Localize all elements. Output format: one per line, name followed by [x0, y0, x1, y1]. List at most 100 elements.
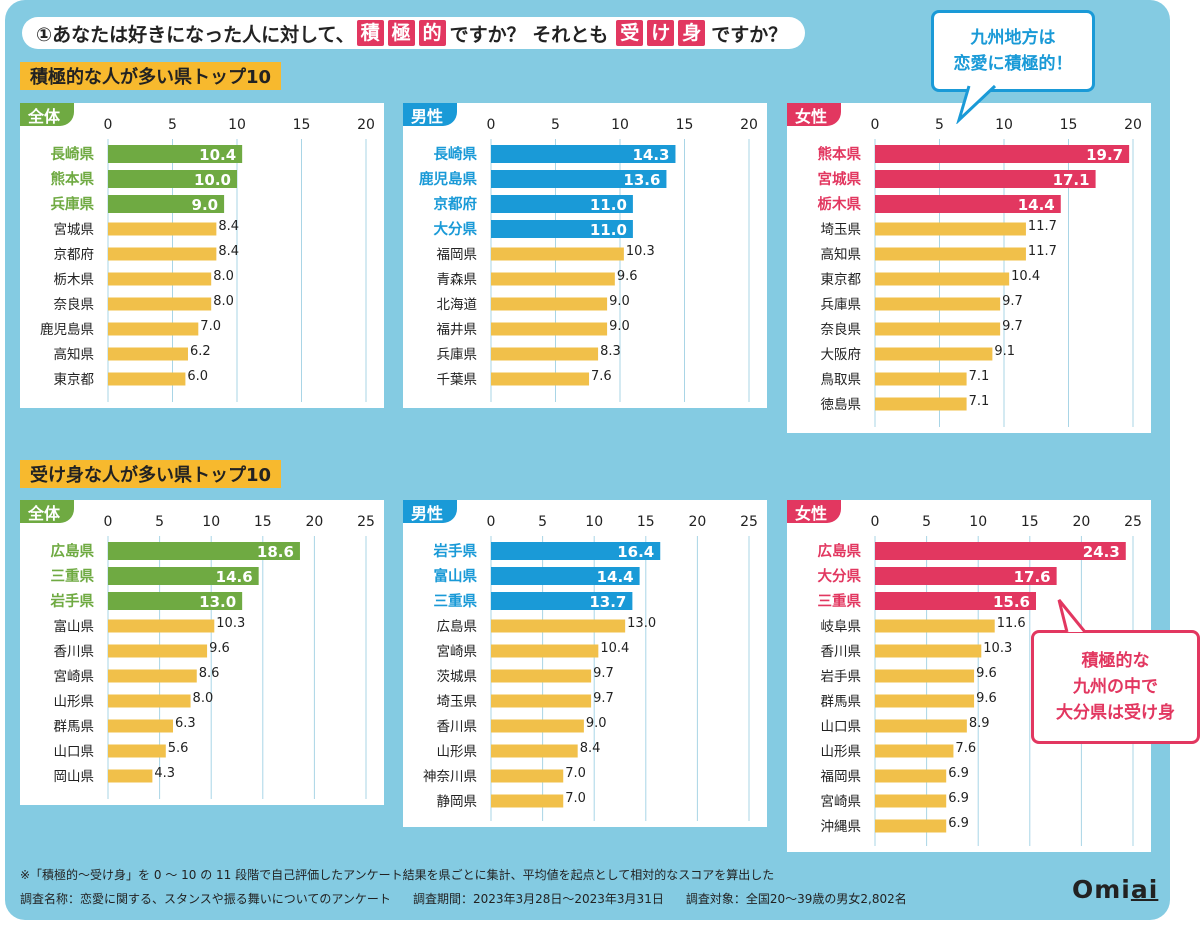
bar	[875, 397, 967, 411]
data-label: 17.6	[1014, 568, 1051, 586]
data-label: 19.7	[1086, 146, 1123, 164]
chart-svg: 0 5 10 15 20 長崎県 14.3 鹿児島県 13.6 京都府 11.0 大分県 11.0 福岡県…	[419, 117, 758, 402]
section-title-passive: 受け身な人が多い県トップ10	[20, 460, 282, 488]
category-label: 長崎県	[434, 146, 478, 163]
bar	[875, 719, 967, 733]
callout-line: 積極的な	[1081, 651, 1150, 671]
data-label: 7.1	[969, 369, 990, 384]
axis-tick-label: 20	[688, 514, 706, 530]
axis-tick-label: 20	[1072, 514, 1090, 530]
data-label: 9.6	[617, 269, 638, 284]
axis-tick-label: 15	[254, 514, 272, 530]
bar	[491, 644, 599, 658]
category-label: 鳥取県	[821, 372, 862, 388]
category-label: 香川県	[437, 719, 478, 735]
panel-tag: 全体	[20, 103, 75, 126]
category-label: 兵庫県	[437, 347, 478, 363]
data-label: 6.0	[187, 369, 208, 384]
bar	[491, 769, 564, 783]
category-label: 岩手県	[821, 669, 862, 685]
data-label: 7.0	[565, 766, 586, 781]
category-label: 北海道	[437, 297, 478, 313]
category-label: 宮城県	[818, 170, 862, 188]
data-label: 9.1	[994, 344, 1015, 359]
category-label: 三重県	[434, 592, 478, 610]
axis-tick-label: 15	[676, 117, 694, 133]
bar	[491, 567, 640, 585]
bar	[875, 247, 1026, 261]
bar	[875, 769, 947, 783]
bar	[875, 222, 1026, 236]
category-label: 山口県	[54, 744, 95, 760]
category-label: 京都府	[54, 247, 95, 263]
header-middle: ですか？ それとも	[449, 23, 609, 46]
data-label: 6.3	[175, 716, 196, 731]
axis-tick-label: 20	[357, 117, 375, 133]
bar	[491, 694, 592, 708]
category-label: 広島県	[51, 542, 95, 560]
bar	[108, 567, 259, 585]
data-label: 10.4	[600, 641, 629, 656]
category-label: 宮崎県	[821, 794, 862, 810]
chart-svg: 0 5 10 15 20 25 広島県 18.6 三重県 14.6 岩手県 13.0 富山県 10.3 香川…	[50, 514, 375, 799]
bar	[108, 769, 153, 783]
bar	[875, 669, 975, 683]
category-label: 徳島県	[821, 397, 862, 413]
data-label: 10.3	[626, 244, 655, 259]
axis-tick-label: 0	[104, 117, 113, 133]
data-label: 4.3	[154, 766, 175, 781]
data-label: 14.4	[1018, 196, 1055, 214]
category-label: 栃木県	[54, 272, 95, 288]
data-label: 8.6	[199, 666, 220, 681]
category-label: 山形県	[54, 694, 95, 710]
data-label: 14.6	[216, 568, 253, 586]
data-label: 9.7	[593, 666, 614, 681]
data-label: 10.3	[983, 641, 1012, 656]
bar	[108, 170, 237, 188]
bar	[491, 592, 633, 610]
bar	[491, 719, 584, 733]
bar	[491, 372, 590, 386]
data-label: 8.0	[193, 691, 214, 706]
bar	[491, 542, 661, 560]
data-label: 9.0	[609, 294, 630, 309]
axis-tick-label: 5	[155, 514, 164, 530]
data-label: 13.7	[589, 593, 626, 611]
category-label: 東京都	[54, 372, 95, 388]
category-label: 栃木県	[818, 195, 862, 213]
bar	[491, 220, 633, 238]
callout-tail	[1057, 599, 1087, 633]
category-label: 奈良県	[821, 322, 862, 338]
data-label: 10.4	[199, 146, 236, 164]
bar	[875, 272, 1010, 286]
category-label: 富山県	[434, 567, 478, 585]
brand-logo: Omiai	[1072, 875, 1158, 904]
category-label: 群馬県	[821, 694, 862, 710]
bar	[108, 669, 197, 683]
data-label: 9.0	[609, 319, 630, 334]
category-label: 熊本県	[818, 145, 862, 163]
header-prefix: ①あなたは好きになった人に対して、	[36, 23, 355, 46]
category-label: 山口県	[821, 719, 862, 735]
category-label: 京都府	[434, 195, 478, 213]
chart-panel-passive-male: 0 5 10 15 20 25 岩手県 16.4 富山県 14.4 三重県 13.7 広島県 13.0 宮崎…	[403, 500, 767, 827]
panel-tag: 全体	[20, 500, 75, 523]
bar	[491, 247, 624, 261]
brand-text: Omi	[1072, 875, 1131, 904]
category-label: 長崎県	[51, 146, 95, 163]
data-label: 11.0	[590, 221, 627, 239]
bar	[875, 347, 993, 361]
panel-tag: 男性	[403, 500, 458, 523]
data-label: 6.9	[948, 791, 969, 806]
chart-panel-passive-female: 0 5 10 15 20 25 広島県 24.3 大分県 17.6 三重県 15.6 岐阜県 11.6 香川…	[787, 500, 1151, 852]
category-label: 岩手県	[433, 542, 478, 560]
bar	[875, 619, 995, 633]
category-label: 鹿児島県	[40, 321, 94, 338]
bar	[108, 247, 217, 261]
data-label: 17.1	[1053, 171, 1090, 189]
bar	[875, 567, 1057, 585]
data-label: 7.6	[591, 369, 612, 384]
highlight-char: 積	[356, 20, 384, 46]
bar	[108, 592, 243, 610]
callout-tail	[956, 84, 997, 124]
